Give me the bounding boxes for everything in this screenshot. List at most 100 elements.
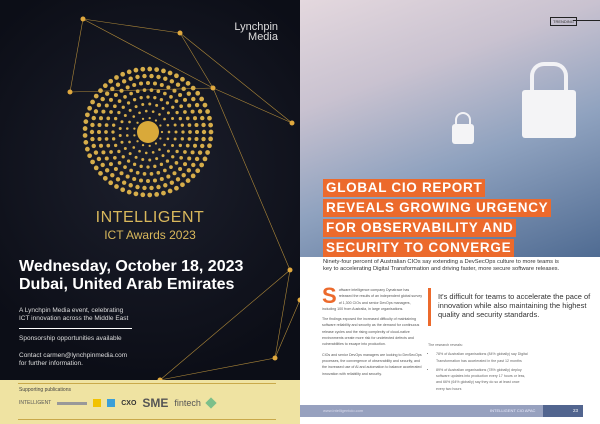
sunburst-dot [142,172,147,176]
sunburst-dot [178,143,183,148]
network-node [80,16,86,22]
sunburst-dot [183,150,187,154]
sunburst-dot [161,68,166,74]
sunburst-dot [123,146,127,150]
sunburst-dot [174,130,178,134]
sunburst-dot [180,123,185,127]
sunburst-dot [110,172,115,178]
sunburst-dot [93,150,99,155]
sunburst-dot [159,176,164,182]
sunburst-dot [156,74,161,80]
sunburst-dot [158,148,161,151]
sunburst-dot [174,99,179,103]
pub-logo-cxo: CXO [121,399,137,407]
sunburst-dot [132,146,136,149]
sunburst-dot [104,137,109,141]
sunburst-dot [166,111,170,115]
sunburst-dot [106,116,111,121]
sunburst-dot [135,74,140,80]
sunburst-dot [109,150,113,154]
sunburst-dot [202,156,208,162]
sunburst-dot [123,94,127,99]
padlock-icon-body [522,90,576,138]
sunburst-dot [129,91,133,96]
sunburst-dot [183,162,188,167]
sunburst-dot [195,168,201,174]
sunburst-dot [120,120,124,124]
section-tag: TRENDING [550,17,577,26]
sunburst-dot [83,139,89,145]
sunburst-dot [121,79,127,84]
sunburst-dot [187,123,192,127]
sunburst-dot [135,170,140,175]
sunburst-dot [151,151,155,154]
pub-logo [93,399,102,407]
network-line [82,18,214,89]
sunburst-dot [185,80,191,86]
sunburst-dot [194,102,200,108]
sunburst-dot [201,136,206,142]
sunburst-dot [197,109,203,114]
sunburst-dot [121,105,125,109]
sunburst-dot [171,117,175,121]
sunburst-dot [133,67,139,73]
sunburst-dot [136,140,139,143]
sunburst-dot [125,85,130,90]
sunburst-dot [163,76,168,81]
sunburst-dot [133,134,136,137]
sunburst-dot [174,161,179,165]
quote-bar [428,288,431,326]
sunburst-dot [115,177,121,182]
sunburst-dot [145,178,151,184]
sunburst-dot [161,154,165,158]
sunburst-dot [144,151,148,155]
sunburst-dot [190,85,196,91]
pub-logo [107,399,116,407]
sunburst-dot [163,91,167,96]
sunburst-dot [97,123,102,128]
sunburst-dot [194,123,199,128]
sunburst-dot [144,109,148,113]
sunburst-dot [169,79,175,84]
sunburst-dot [140,66,146,72]
sunburst-dot [152,178,157,183]
sunburst-dot [186,91,192,96]
sunburst-dot [119,171,124,176]
sunburst-dot [98,88,103,93]
sunburst-dot [207,115,212,121]
sunburst-dot [180,182,185,188]
sunburst-dot [149,172,154,176]
sunburst-dot [121,155,125,159]
sunburst-dot [90,122,95,128]
sunburst-dot [167,188,173,194]
sunburst-dot [194,136,199,141]
sunburst-dot [93,165,99,171]
sunburst-dot [85,146,90,152]
pull-quote: It's difficult for teams to accelerate t… [438,292,591,319]
sunburst-dot [90,99,95,105]
standfirst: Ninety-four percent of Australian CIOs s… [323,259,560,272]
sunburst-dot [167,70,173,76]
sunburst-dot [207,143,212,149]
network-line [274,269,291,359]
sunburst-dot [128,183,133,188]
sunburst-dot [128,76,133,81]
sunburst-dot [180,137,185,141]
sunburst-dot [87,153,93,159]
event-description: A Lynchpin Media event, celebrating ICT i… [19,307,129,322]
sunburst-dot [202,102,208,108]
footer-url[interactable]: www.intelligentcio.com [323,408,364,413]
sunburst-dot [118,126,122,130]
sunburst-dot [108,180,114,186]
footer-publication: INTELLIGENT CIO APAC [490,408,536,413]
sunburst-dot [185,116,190,121]
sunburst-dot [102,175,108,181]
sunburst-dot [159,162,164,167]
sunburst-dot [93,109,99,114]
sunburst-dot [163,168,167,173]
sunburst-dot [106,143,111,148]
network-line [179,32,214,89]
sunburst-dot [159,137,162,140]
sunburst-dot [205,150,210,155]
